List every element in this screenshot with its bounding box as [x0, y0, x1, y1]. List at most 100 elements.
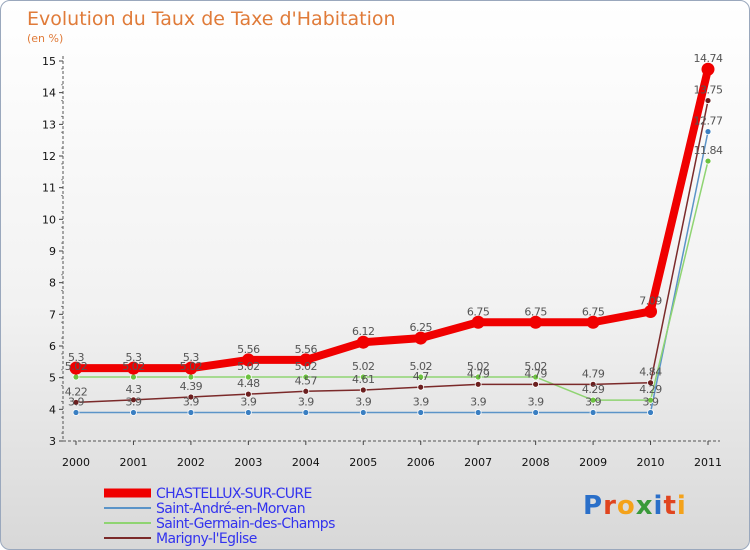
x-tick-label: 2003	[234, 456, 262, 469]
data-point	[532, 409, 540, 416]
logo-letter: x	[635, 491, 654, 521]
data-point	[356, 335, 370, 349]
data-label: 5.56	[237, 343, 260, 356]
data-label: 4.29	[582, 383, 605, 396]
data-label: 7.09	[639, 294, 662, 307]
data-point	[471, 315, 485, 329]
data-point	[589, 396, 597, 404]
x-tick-label: 2011	[694, 456, 722, 469]
data-label: 5.02	[524, 360, 547, 373]
data-label: 5.02	[122, 360, 145, 373]
data-point	[359, 409, 367, 416]
data-label: 4.48	[237, 377, 260, 390]
data-point	[299, 353, 313, 367]
series-line	[75, 130, 709, 414]
data-point	[647, 409, 654, 416]
data-label: 3.9	[298, 396, 314, 409]
data-point	[72, 373, 80, 381]
legend: CHASTELLUX-SUR-CURESaint-André-en-Morvan…	[104, 486, 336, 547]
data-label: 3.9	[68, 396, 84, 409]
data-label: 14.74	[694, 52, 723, 65]
data-point	[417, 373, 425, 381]
data-point	[130, 409, 137, 416]
x-tick-label: 2010	[637, 456, 665, 469]
data-point	[474, 409, 482, 416]
data-label: 5.02	[180, 360, 203, 373]
data-point	[69, 361, 83, 375]
logo-letter: t	[663, 491, 677, 521]
data-point	[187, 409, 195, 416]
data-point	[302, 409, 310, 416]
data-point	[417, 383, 425, 391]
logo-letter: i	[653, 491, 664, 521]
data-label: 3.9	[413, 396, 429, 409]
data-point	[532, 373, 540, 381]
data-point	[589, 380, 597, 388]
axes: 3 4 5 6 7 8 9 10 11 12 13 14 15 2000 2001 2002 2003 2004 2…	[42, 55, 722, 469]
legend-label: Saint-Germain-des-Champs	[156, 516, 335, 532]
data-point	[647, 379, 654, 387]
data-point	[302, 387, 310, 395]
y-tick-label: 14	[42, 87, 56, 100]
data-point	[529, 315, 543, 329]
data-point	[704, 97, 712, 104]
y-tick-label: 13	[42, 118, 56, 131]
data-point	[701, 62, 715, 76]
data-point	[647, 396, 654, 404]
data-point	[187, 393, 195, 401]
y-tick-label: 8	[49, 277, 56, 290]
data-label: 5.3	[183, 351, 199, 364]
data-point	[359, 373, 367, 381]
data-label: 4.39	[180, 380, 203, 393]
data-label: 5.02	[65, 360, 88, 373]
data-label: 5.56	[295, 343, 318, 356]
data-point	[474, 373, 482, 381]
series-line	[75, 160, 709, 401]
data-point	[414, 331, 428, 345]
data-label: 3.9	[528, 396, 544, 409]
series-line	[75, 99, 709, 404]
logo-letter: o	[616, 491, 636, 521]
data-point	[244, 409, 252, 416]
x-tick-label: 2000	[62, 456, 90, 469]
data-label: 6.75	[582, 305, 605, 318]
y-tick-label: 11	[42, 182, 56, 195]
data-label: 6.12	[352, 325, 375, 338]
data-point	[72, 409, 80, 416]
legend-label: Marigny-l'Eglise	[156, 531, 257, 547]
y-tick-label: 3	[49, 435, 56, 448]
data-label: 6.25	[409, 321, 432, 334]
data-point	[586, 315, 600, 329]
data-label: 13.75	[694, 84, 723, 97]
data-label: 3.9	[643, 396, 659, 409]
y-tick-label: 4	[49, 403, 56, 416]
legend-label: Saint-André-en-Morvan	[156, 501, 305, 517]
data-point	[130, 396, 137, 404]
y-tick-label: 12	[42, 150, 56, 163]
x-tick-label: 2007	[464, 456, 492, 469]
data-label: 6.75	[524, 305, 547, 318]
x-tick-label: 2001	[119, 456, 147, 469]
y-tick-label: 5	[49, 372, 56, 385]
x-tick-label: 2008	[522, 456, 550, 469]
data-point	[126, 361, 140, 375]
logo-letter: r	[603, 491, 617, 521]
data-labels: 3.9 3.9 3.9 3.9 3.9 3.9 3.9 3.9 3.9 3.9 3.9 12.77 5.…	[65, 52, 724, 409]
data-label: 5.3	[125, 351, 141, 364]
data-point	[704, 128, 712, 136]
x-tick-label: 2009	[579, 456, 607, 469]
data-point	[532, 380, 540, 388]
data-point	[417, 409, 425, 416]
logo-letter: P	[583, 491, 604, 521]
y-tick-label: 7	[49, 308, 56, 321]
data-point	[184, 361, 198, 375]
data-label: 5.02	[237, 360, 260, 373]
data-point	[244, 390, 252, 398]
series-line	[72, 65, 712, 373]
y-tick-label: 15	[42, 55, 56, 68]
data-label: 4.84	[639, 366, 662, 379]
data-label: 11.84	[694, 144, 723, 157]
data-point	[244, 373, 252, 381]
